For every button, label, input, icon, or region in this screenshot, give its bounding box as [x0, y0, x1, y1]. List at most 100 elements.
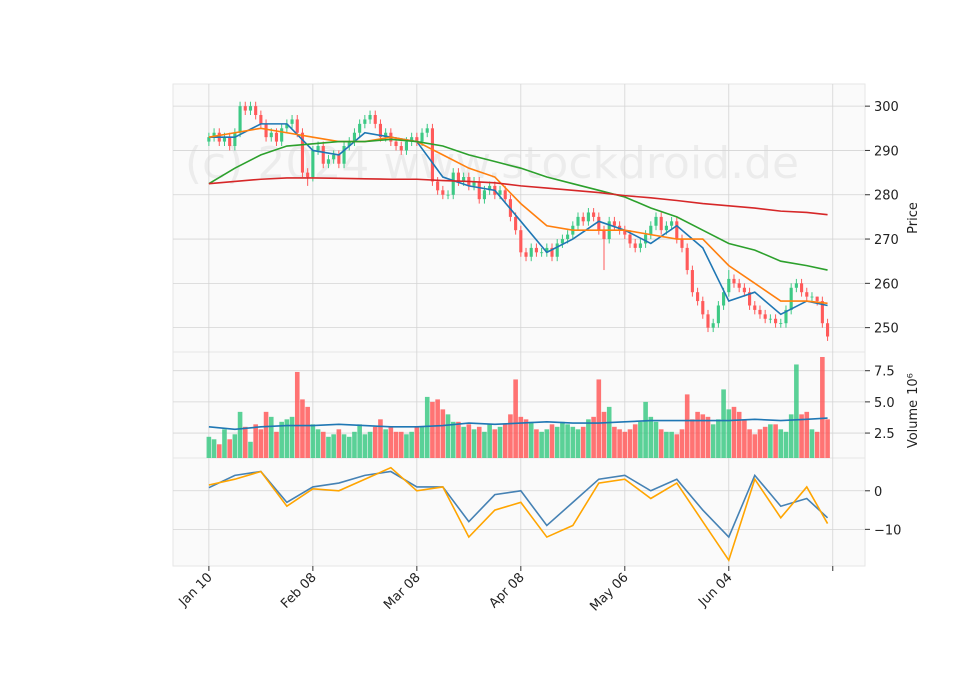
candle-body: [706, 314, 710, 328]
volume-bar: [336, 429, 342, 458]
candle-body: [768, 318, 772, 320]
candle-body: [732, 278, 736, 284]
y-tick-label: 270: [874, 233, 899, 248]
volume-bar: [206, 436, 212, 458]
candle-body: [285, 123, 289, 129]
candle-body: [711, 323, 715, 328]
volume-bar: [393, 431, 399, 458]
candle-body: [384, 132, 388, 138]
volume-bar: [513, 379, 518, 458]
candle-body: [363, 119, 367, 124]
volume-bar: [617, 429, 622, 458]
candle-body: [404, 141, 408, 151]
volume-bar: [440, 409, 446, 458]
volume-bar: [248, 441, 253, 458]
y-tick-label: 7.5: [874, 365, 895, 380]
volume-bar: [721, 389, 726, 458]
volume-bar: [357, 424, 362, 458]
volume-bar: [762, 426, 768, 458]
volume-bar: [508, 414, 513, 458]
y-tick-label: 290: [874, 144, 899, 159]
volume-bar: [809, 429, 815, 458]
volume-bar: [430, 401, 435, 458]
y-tick-label: 5.0: [874, 396, 895, 411]
candle-body: [316, 146, 320, 151]
candle-body: [727, 278, 731, 293]
panel-background: [172, 457, 866, 567]
candle-body: [638, 243, 642, 248]
volume-bar: [638, 421, 643, 458]
candle-body: [488, 185, 492, 191]
candle-body: [337, 154, 341, 164]
volume-bar: [346, 436, 352, 458]
candle-body: [753, 305, 757, 310]
x-tick-label: Feb 08: [278, 570, 320, 612]
candle-body: [280, 128, 284, 142]
candle-body: [446, 194, 450, 196]
volume-bar: [752, 434, 758, 458]
volume-bar: [778, 429, 784, 458]
volume-bar: [768, 424, 773, 458]
candle-body: [670, 221, 674, 226]
volume-bar: [461, 426, 466, 458]
candle-body: [758, 309, 762, 315]
candle-body: [722, 292, 726, 306]
candle-body: [826, 323, 830, 337]
volume-bar: [404, 434, 409, 458]
candle-body: [602, 230, 606, 240]
candle-body: [550, 247, 554, 257]
candle-body: [748, 292, 752, 306]
volume-bar: [544, 429, 550, 458]
volume-bar: [456, 421, 461, 458]
candle-body: [633, 243, 637, 248]
candle-body: [207, 137, 211, 142]
candle-body: [410, 137, 414, 142]
candle-body: [586, 212, 590, 222]
volume-bar: [825, 419, 830, 458]
volume-bar: [476, 426, 482, 458]
x-tick-label: Jun 04: [695, 570, 735, 610]
line-series: [208, 138, 828, 271]
volume-bar: [284, 419, 290, 458]
candle-body: [342, 146, 346, 164]
line-series: [208, 417, 828, 431]
volume-bar: [612, 426, 617, 458]
candle-body: [378, 123, 383, 138]
volume-bar: [216, 444, 222, 458]
volume-bar: [669, 431, 674, 458]
volume-bar: [627, 429, 633, 458]
candle-body: [243, 106, 247, 111]
volume-bar: [341, 434, 347, 458]
volume-bar: [560, 421, 565, 458]
volume-bar: [788, 414, 794, 458]
volume-bar: [263, 411, 269, 458]
volume-bar: [242, 426, 248, 458]
volume-bar: [690, 419, 695, 458]
candle-body: [441, 190, 445, 195]
volume-bar: [596, 379, 602, 458]
volume-bar: [565, 424, 570, 458]
candle-body: [420, 132, 424, 142]
volume-bar: [409, 431, 414, 458]
candle-body: [680, 239, 684, 248]
candle-body: [623, 230, 627, 235]
candle-body: [529, 247, 533, 257]
candle-body: [269, 132, 273, 138]
volume-bar: [305, 406, 310, 458]
candle-body: [800, 283, 804, 293]
volume-bar: [227, 439, 232, 458]
candle-body: [228, 137, 232, 147]
candle-body: [399, 146, 403, 151]
candle-body: [472, 181, 476, 186]
volume-bar: [435, 399, 440, 458]
candle-body: [763, 314, 767, 319]
volume-bar: [658, 429, 664, 458]
y-axis-label: Volume: [906, 400, 921, 448]
candle-body: [415, 137, 419, 142]
volume-bar: [492, 429, 498, 458]
candle-body: [628, 234, 632, 244]
volume-bar: [601, 411, 607, 458]
candle-body: [498, 190, 502, 195]
volume-bar: [606, 406, 612, 458]
volume-bar: [814, 431, 820, 458]
